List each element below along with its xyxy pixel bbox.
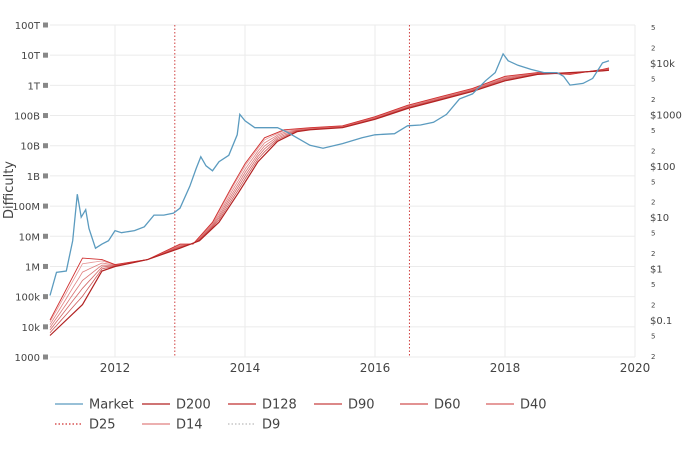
legend-item-d14[interactable]: D14 bbox=[142, 418, 203, 433]
series-d60 bbox=[49, 68, 610, 328]
y-right-minor-label: 2 bbox=[651, 353, 655, 361]
legend-item-d60[interactable]: D60 bbox=[400, 398, 461, 413]
y-right-minor-label: 2 bbox=[651, 302, 655, 310]
legend-item-d90[interactable]: D90 bbox=[314, 398, 375, 413]
y-right-minor-label: 5 bbox=[651, 24, 655, 32]
y-left-tick-label: 1M bbox=[25, 262, 40, 273]
y-left-tick-label: 100B bbox=[14, 112, 40, 123]
y-right-minor-label: 2 bbox=[651, 44, 655, 52]
series-d90 bbox=[49, 69, 610, 331]
x-axis: 2012 2014 2016 2018 2020 bbox=[100, 361, 651, 375]
y-axis-title: Difficulty bbox=[2, 161, 17, 219]
y-left-tick-mark bbox=[43, 263, 48, 269]
y-left-tick-mark bbox=[43, 324, 48, 330]
y-left-tick-label: 10T bbox=[21, 51, 41, 62]
grid bbox=[50, 24, 636, 358]
y-left-tick-mark bbox=[43, 203, 48, 209]
y-left-tick-label: 1B bbox=[27, 172, 40, 183]
y-left-tick-mark bbox=[43, 52, 48, 58]
series-market bbox=[49, 52, 610, 296]
series-d25 bbox=[49, 67, 610, 321]
y-left-tick-mark bbox=[43, 143, 48, 149]
y-left-tick-mark bbox=[43, 173, 48, 179]
legend-label: D25 bbox=[89, 418, 116, 433]
y-left-tick-mark bbox=[43, 294, 48, 300]
legend-label: D200 bbox=[176, 398, 211, 413]
y-left-tick-label: 10k bbox=[21, 323, 40, 334]
legend-label: D128 bbox=[262, 398, 297, 413]
y-right-tick-label: $100 bbox=[650, 162, 675, 173]
right-axis: $0.1 $1 $10 $100 $1000 $10k 2 5 2 5 2 5 2 5 2 5 2 5 2 5 bbox=[650, 24, 682, 361]
legend: Market D200 D128 D90 D60 D40 D25 D14 D9 bbox=[55, 398, 547, 433]
y-left-tick-label: 1000 bbox=[15, 353, 40, 364]
legend-item-d40[interactable]: D40 bbox=[486, 398, 547, 413]
y-right-tick-label: $0.1 bbox=[650, 316, 672, 327]
y-left-tick-label: 1T bbox=[28, 81, 41, 92]
y-left-tick-mark bbox=[43, 22, 48, 28]
legend-label: D14 bbox=[176, 418, 203, 433]
x-tick-label: 2020 bbox=[620, 361, 651, 375]
legend-label: D90 bbox=[348, 398, 375, 413]
legend-label: D9 bbox=[262, 418, 280, 433]
series-d14 bbox=[49, 67, 610, 323]
legend-item-d128[interactable]: D128 bbox=[228, 398, 297, 413]
y-left-tick-mark bbox=[43, 82, 48, 88]
legend-label: D40 bbox=[520, 398, 547, 413]
legend-item-d9[interactable]: D9 bbox=[228, 418, 280, 433]
series bbox=[49, 52, 610, 336]
x-tick-label: 2014 bbox=[230, 361, 261, 375]
y-left-tick-label: 10M bbox=[19, 232, 40, 243]
y-left-tick-label: 100k bbox=[15, 293, 40, 304]
y-left-tick-mark bbox=[43, 233, 48, 239]
series-d128 bbox=[49, 69, 610, 334]
y-left-tick-mark bbox=[43, 354, 48, 360]
y-right-minor-label: 2 bbox=[651, 147, 655, 155]
x-tick-label: 2016 bbox=[360, 361, 391, 375]
y-left-tick-label: 100M bbox=[12, 202, 40, 213]
y-right-minor-label: 2 bbox=[651, 96, 655, 104]
legend-item-market[interactable]: Market bbox=[55, 398, 134, 413]
y-right-minor-label: 2 bbox=[651, 250, 655, 258]
y-right-minor-label: 5 bbox=[651, 230, 655, 238]
y-right-tick-label: $1000 bbox=[650, 110, 682, 121]
y-right-minor-label: 5 bbox=[651, 281, 655, 289]
left-axis: 1000 10k 100k 1M 10M 100M 1B 10B 100B 1T 10T 100T bbox=[12, 21, 48, 364]
y-right-minor-label: 5 bbox=[651, 333, 655, 341]
y-right-minor-label: 5 bbox=[651, 75, 655, 83]
legend-item-d25[interactable]: D25 bbox=[55, 418, 116, 433]
y-right-tick-label: $10 bbox=[650, 213, 669, 224]
x-tick-label: 2018 bbox=[490, 361, 521, 375]
legend-label: Market bbox=[89, 398, 134, 413]
x-tick-label: 2012 bbox=[100, 361, 131, 375]
vertical-lines bbox=[174, 25, 410, 357]
y-right-minor-label: 5 bbox=[651, 178, 655, 186]
y-right-tick-label: $10k bbox=[650, 59, 675, 70]
y-left-tick-mark bbox=[43, 113, 48, 119]
legend-item-d200[interactable]: D200 bbox=[142, 398, 211, 413]
legend-label: D60 bbox=[434, 398, 461, 413]
series-d200 bbox=[49, 69, 610, 336]
y-right-minor-label: 5 bbox=[651, 127, 655, 135]
y-left-tick-label: 100T bbox=[15, 21, 41, 32]
y-left-tick-label: 10B bbox=[20, 142, 40, 153]
y-right-minor-label: 2 bbox=[651, 199, 655, 207]
series-d40 bbox=[49, 68, 610, 325]
y-right-tick-label: $1 bbox=[650, 265, 663, 276]
